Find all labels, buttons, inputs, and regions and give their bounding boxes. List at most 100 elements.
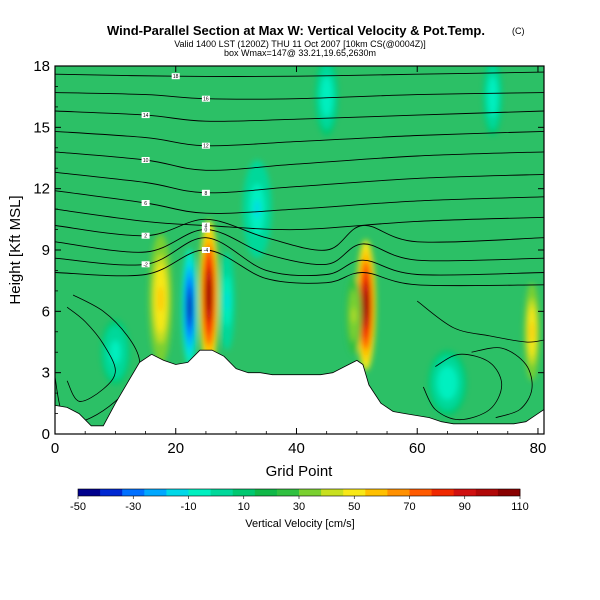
theta-contour-line bbox=[55, 110, 544, 122]
theta-contour-line bbox=[55, 151, 544, 171]
x-axis: 0 20 40 60 80 bbox=[51, 66, 546, 457]
theta-contour-label-text: 8 bbox=[205, 191, 208, 197]
w-contour-line bbox=[416, 300, 544, 343]
w-feature-ellipse bbox=[490, 88, 495, 105]
w-feature-ellipse bbox=[112, 345, 119, 359]
w-feature-ellipse bbox=[352, 307, 356, 324]
theta-contour-label-text: 2 bbox=[144, 234, 147, 240]
colorbar-segment bbox=[387, 489, 410, 496]
colorbar-segment bbox=[299, 489, 322, 496]
theta-contour-label: -4 bbox=[201, 247, 210, 254]
y-axis: 0 3 6 9 12 15 18 bbox=[33, 58, 544, 443]
theta-contour-line bbox=[55, 92, 544, 100]
colorbar-segment bbox=[453, 489, 477, 496]
y-tick-label: 18 bbox=[33, 58, 50, 75]
chart-title: Wind-Parallel Section at Max W: Vertical… bbox=[107, 23, 485, 38]
theta-contour-label: 12 bbox=[201, 142, 210, 150]
theta-contour-line bbox=[55, 171, 544, 194]
w-feature-ellipse bbox=[254, 199, 261, 219]
colorbar-segment bbox=[409, 489, 432, 496]
w-feature-ellipse bbox=[158, 286, 163, 313]
theta-contour-label-text: 18 bbox=[173, 74, 179, 80]
terrain-mask bbox=[55, 349, 544, 434]
colorbar-tick-label: -50 bbox=[70, 501, 86, 513]
x-tick-label: 40 bbox=[288, 440, 305, 457]
colorbar-segment bbox=[166, 489, 189, 496]
chart-subtitle-line-2: box Wmax=147@ 33.21,19.65,2630m bbox=[224, 48, 376, 58]
colorbar-segment bbox=[276, 489, 300, 496]
w-feature-ellipse bbox=[530, 322, 534, 342]
theta-contour-label: 4 bbox=[201, 222, 210, 230]
theta-contour-label-text: 0 bbox=[205, 228, 208, 234]
colorbar-label: Vertical Velocity [cm/s] bbox=[245, 518, 354, 530]
x-tick-label: 60 bbox=[409, 440, 426, 457]
w-contour-line bbox=[422, 353, 503, 421]
colorbar-segment bbox=[78, 489, 101, 496]
theta-contour-label: 0 bbox=[201, 226, 210, 234]
theta-contour-line bbox=[55, 71, 544, 77]
x-tick-label: 20 bbox=[167, 440, 184, 457]
colorbar-segment bbox=[100, 489, 123, 496]
theta-contour-label-text: -4 bbox=[204, 248, 209, 254]
y-axis-label: Height [Kft MSL] bbox=[7, 195, 24, 304]
theta-contour-label-text: 4 bbox=[205, 224, 208, 230]
theta-contour-label: 18 bbox=[171, 73, 180, 80]
colorbar-tick-label: 50 bbox=[348, 501, 360, 513]
theta-contour-label-text: -2 bbox=[143, 262, 148, 268]
colorbar-tick-label: 90 bbox=[459, 501, 471, 513]
theta-contour-label-text: 6 bbox=[144, 201, 147, 207]
w-contour-line bbox=[471, 347, 533, 418]
colorbar-segment bbox=[475, 489, 499, 496]
x-tick-label: 80 bbox=[530, 440, 547, 457]
y-tick-label: 9 bbox=[42, 242, 50, 259]
x-tick-label: 0 bbox=[51, 440, 59, 457]
colorbar-segment bbox=[254, 489, 278, 496]
w-feature-ellipse bbox=[207, 280, 211, 310]
theta-contour-label: 2 bbox=[141, 232, 150, 240]
w-feature-ellipse bbox=[324, 88, 330, 105]
colorbar-segment bbox=[232, 489, 256, 496]
theta-contour-line bbox=[55, 130, 544, 147]
theta-contour-line bbox=[55, 249, 544, 287]
colorbar-tick-label: 30 bbox=[293, 501, 305, 513]
y-tick-label: 6 bbox=[42, 303, 50, 320]
colorbar-segment bbox=[210, 489, 234, 496]
w-feature-ellipse bbox=[364, 292, 368, 319]
colorbar: -50 -30 -10 10 30 50 70 90 110 bbox=[70, 488, 529, 513]
theta-contour-label-text: 16 bbox=[203, 97, 209, 103]
theta-contour-label-text: 10 bbox=[143, 158, 149, 164]
colorbar-tick-label: 10 bbox=[238, 501, 250, 513]
colorbar-segment bbox=[321, 489, 344, 496]
w-feature-ellipse bbox=[225, 291, 229, 311]
theta-contour-label-text: 12 bbox=[203, 144, 209, 150]
colorbar-tick-label: -30 bbox=[125, 501, 141, 513]
y-tick-label: 12 bbox=[33, 181, 50, 198]
y-tick-label: 3 bbox=[42, 365, 50, 382]
theta-contour-label: 8 bbox=[201, 189, 210, 197]
theta-contour-label-text: 14 bbox=[143, 113, 149, 119]
w-feature-ellipse bbox=[443, 376, 452, 390]
colorbar-segment bbox=[188, 489, 211, 496]
colorbar-segment bbox=[343, 489, 366, 496]
theta-contour-label: 6 bbox=[141, 200, 150, 207]
w-feature-ellipse bbox=[188, 295, 192, 320]
colorbar-segment bbox=[431, 489, 455, 496]
chart-title-mark: (C) bbox=[512, 26, 525, 36]
y-tick-label: 0 bbox=[42, 426, 50, 443]
theta-contour-line bbox=[55, 208, 544, 231]
plot-area: 18 16 14 12 10 8 6 4 2 0 -2 -4 bbox=[55, 66, 544, 434]
colorbar-tick-label: 110 bbox=[511, 501, 529, 513]
colorbar-segment bbox=[144, 489, 167, 496]
theta-contour-line bbox=[55, 229, 544, 266]
y-tick-label: 15 bbox=[33, 119, 50, 136]
theta-contour-line bbox=[55, 190, 544, 214]
colorbar-segment bbox=[122, 489, 145, 496]
colorbar-tick-label: 70 bbox=[403, 501, 415, 513]
x-axis-label: Grid Point bbox=[266, 463, 334, 480]
theta-contour-label: -2 bbox=[141, 261, 150, 268]
colorbar-segment bbox=[365, 489, 388, 496]
chart-subtitle-line-1: Valid 1400 LST (1200Z) THU 11 Oct 2007 [… bbox=[174, 39, 426, 49]
theta-contour-label: 14 bbox=[141, 112, 150, 119]
colorbar-tick-label: -10 bbox=[181, 501, 197, 513]
